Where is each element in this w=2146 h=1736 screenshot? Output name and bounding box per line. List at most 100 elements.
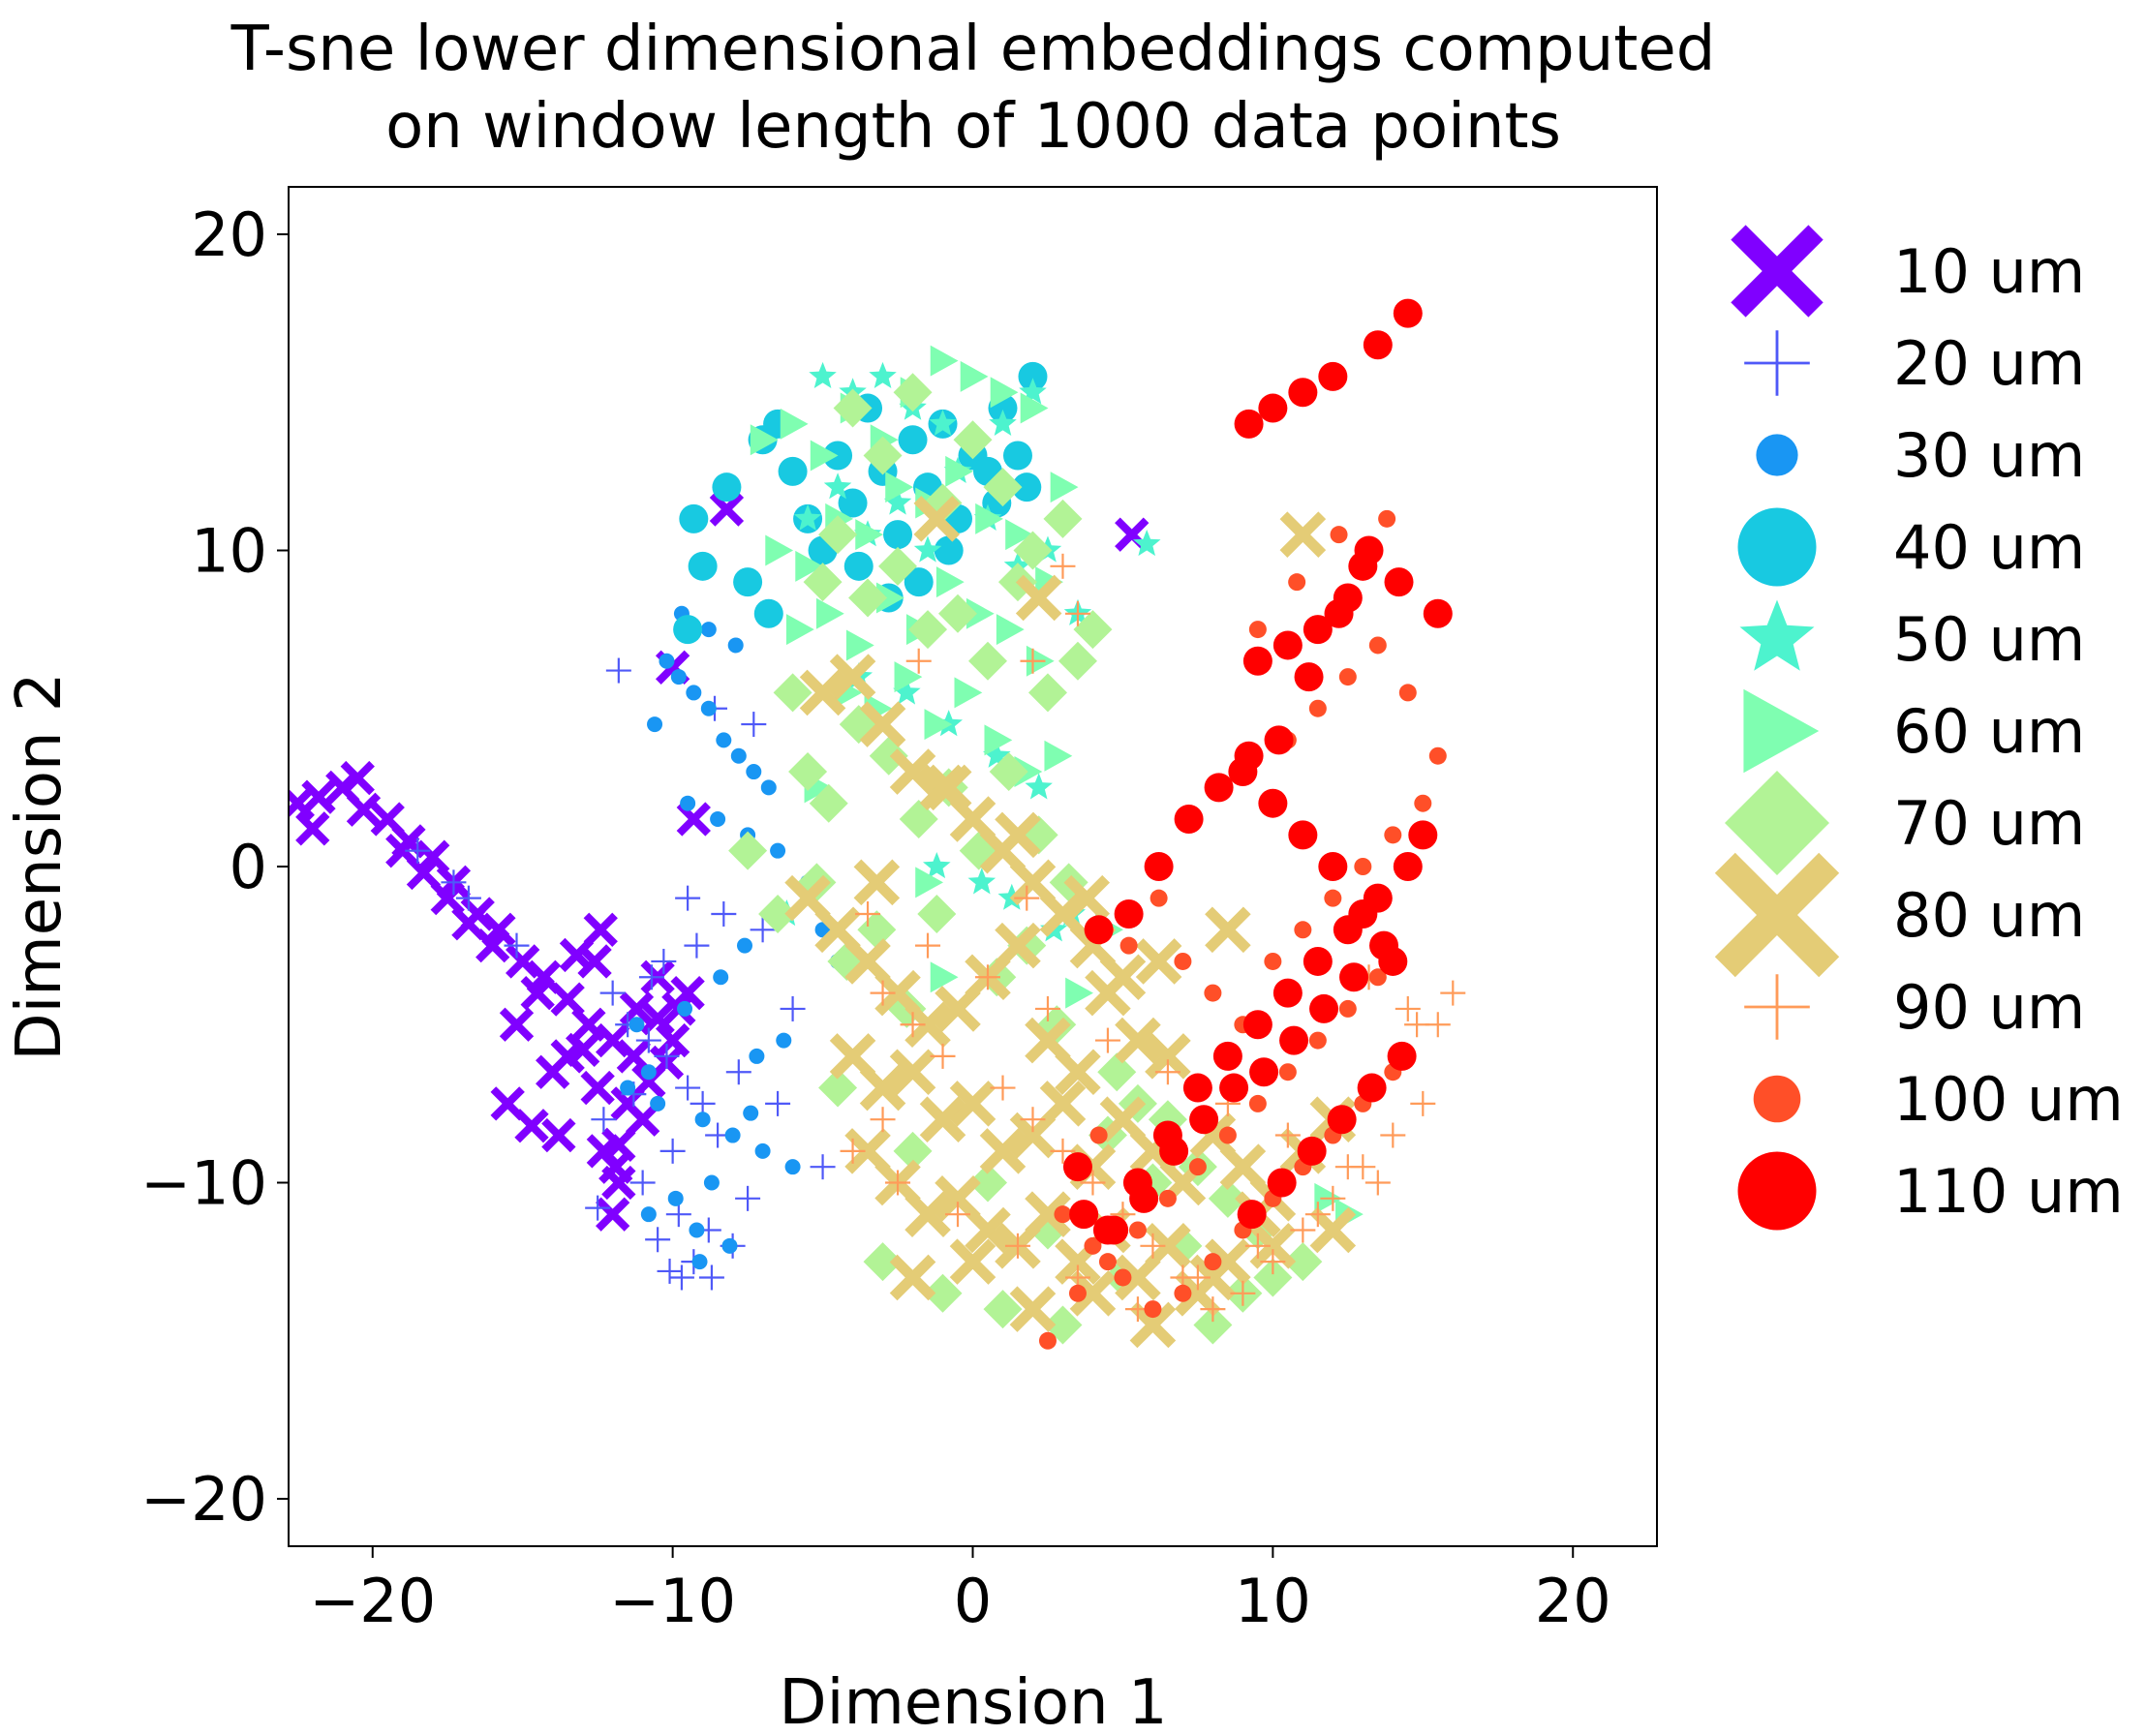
data-point (430, 880, 465, 916)
data-point (923, 852, 951, 879)
data-point (591, 1107, 617, 1133)
data-point (1380, 1122, 1406, 1148)
data-point (935, 1175, 981, 1222)
data-point (1404, 1012, 1430, 1038)
data-point (1248, 1094, 1267, 1112)
data-point (620, 1080, 636, 1096)
data-point (857, 910, 897, 950)
data-point (1064, 600, 1090, 626)
data-point (1129, 1301, 1177, 1349)
data-point (818, 1068, 858, 1108)
data-point (1308, 699, 1327, 717)
data-point (629, 1170, 656, 1196)
data-point (405, 838, 431, 864)
data-point (883, 488, 912, 515)
data-point (1242, 646, 1272, 676)
legend-marker (1743, 688, 1820, 774)
chart-title-line-2: on window length of 1000 data points (385, 91, 1561, 163)
data-point (1279, 1025, 1309, 1055)
data-point (481, 912, 516, 947)
data-point (750, 917, 776, 943)
data-point (760, 779, 777, 796)
data-point (845, 629, 874, 661)
data-point (1414, 794, 1432, 812)
data-point (1395, 995, 1421, 1021)
data-point (1234, 409, 1264, 439)
data-point (1267, 1168, 1297, 1198)
data-point (1309, 993, 1339, 1023)
data-point (823, 472, 852, 500)
data-point (668, 1264, 694, 1291)
data-point (967, 641, 1007, 681)
data-point (974, 964, 1000, 990)
data-point (829, 1033, 876, 1080)
data-point (889, 748, 936, 795)
data-point (793, 503, 822, 531)
legend-item: 110 um (1737, 1151, 2124, 1231)
data-point (1440, 980, 1466, 1006)
data-point (923, 1273, 963, 1313)
data-point (1174, 952, 1192, 970)
points-layer (289, 298, 1466, 1350)
data-point (628, 1017, 645, 1033)
data-point (1258, 788, 1288, 818)
data-point (758, 894, 798, 933)
legend-marker (1739, 599, 1815, 671)
data-point (676, 802, 711, 837)
data-point (724, 1127, 741, 1143)
data-point (415, 839, 450, 874)
data-point (1189, 1105, 1219, 1135)
data-point (635, 1027, 661, 1053)
data-point (550, 1039, 585, 1074)
data-point (1068, 1284, 1087, 1302)
data-point (680, 795, 696, 811)
data-point (1348, 551, 1378, 581)
data-point (979, 1128, 1027, 1174)
data-point (1099, 1096, 1147, 1142)
data-point (1115, 1017, 1161, 1064)
data-point (989, 752, 1028, 792)
data-point (599, 980, 626, 1006)
data-point (1069, 1200, 1099, 1230)
data-point (883, 520, 913, 550)
data-point (844, 938, 891, 985)
data-point (776, 1032, 792, 1049)
data-point (659, 653, 675, 669)
data-point (601, 1127, 636, 1162)
data-point (1234, 741, 1264, 771)
data-point (908, 610, 948, 650)
data-point (899, 800, 938, 839)
data-point (818, 515, 858, 555)
data-point (585, 1195, 611, 1221)
x-tick-label: −10 (609, 1566, 736, 1636)
data-point (1050, 472, 1079, 503)
data-point (1002, 441, 1032, 471)
data-point (1363, 330, 1393, 360)
data-point (889, 1254, 936, 1301)
data-point (616, 1039, 652, 1074)
x-axis-label: Dimension 1 (779, 1667, 1167, 1736)
data-point (935, 986, 981, 1032)
data-point (1159, 1136, 1189, 1166)
data-point (1009, 859, 1057, 906)
data-point (810, 1154, 836, 1180)
data-point (803, 563, 843, 602)
data-point (675, 885, 701, 911)
data-point (1230, 1280, 1256, 1306)
data-point (990, 377, 1019, 409)
data-point (983, 1290, 1023, 1329)
data-point (935, 566, 965, 598)
data-point (1098, 1253, 1117, 1271)
legend-marker (1744, 330, 1810, 396)
data-point (853, 859, 901, 906)
data-point (730, 747, 747, 764)
data-point (967, 868, 996, 895)
y-tick-label: 0 (230, 832, 267, 902)
legend-item: 50 um (1739, 599, 2085, 675)
data-point (691, 1254, 708, 1270)
x-axis-ticks: −20 −10 0 10 20 (309, 1546, 1611, 1636)
y-tick-label: 10 (191, 515, 267, 586)
data-point (785, 614, 814, 646)
data-point (773, 673, 812, 713)
data-point (900, 1012, 926, 1038)
